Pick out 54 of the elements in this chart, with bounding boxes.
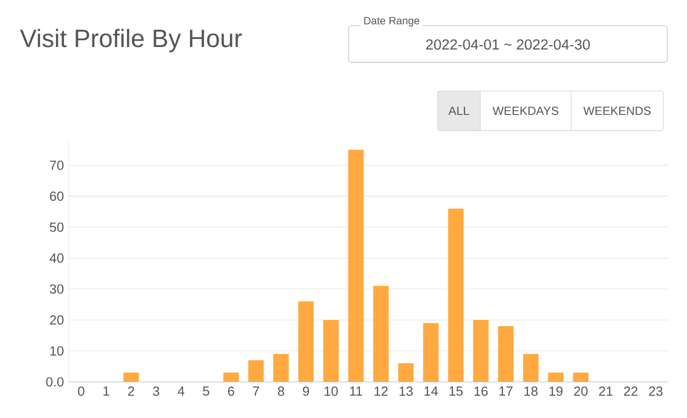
text: ALL [448,106,470,115]
x-tick-label: 2 [128,386,134,396]
x-tick-label: 11 [350,386,362,396]
x-tick-label: 16 [474,386,488,396]
x-tick-label: 17 [500,386,513,396]
y-tick-label: 0.0 [46,376,64,386]
x-tick-label: 10 [324,386,338,396]
bar [373,286,389,382]
text: 2022-04-01 ~ 2022-04-30 [426,39,590,50]
bar [498,326,514,382]
x-tick-label: 9 [302,386,310,396]
y-tick-label: 30 [50,284,64,294]
x-tick-label: 19 [549,386,563,396]
bar [398,363,414,382]
x-tick-label: 18 [524,386,538,396]
bar [473,320,489,382]
x-tick-label: 12 [374,386,388,396]
bar [348,150,364,382]
x-tick-label: 15 [450,386,463,396]
bar [298,301,314,382]
bar [223,372,239,382]
y-tick-label: 70 [50,160,64,170]
bar [573,372,589,382]
x-tick-label: 20 [574,386,588,396]
y-tick-label: 50 [50,222,64,232]
text: WEEKENDS [583,106,651,115]
bar [448,208,464,382]
y-tick-label: 20 [50,315,64,324]
y-tick-label: 40 [50,253,64,263]
x-tick-label: 1 [103,386,110,396]
x-tick-label: 0 [78,386,84,396]
y-tick-label: 60 [50,191,64,201]
x-tick-label: 23 [649,386,662,396]
bar [323,320,339,382]
x-tick-label: 21 [599,386,612,396]
x-tick-label: 8 [278,386,284,396]
bar [423,322,439,382]
x-tick-label: 7 [253,386,260,396]
x-tick-label: 6 [228,386,234,396]
bar [123,372,139,382]
x-tick-label: 14 [424,386,438,396]
bar [548,372,564,382]
text: WEEKDAYS [492,106,558,115]
x-tick-label: 3 [152,386,160,396]
bar [523,354,539,382]
bar [248,360,264,382]
x-tick-label: 4 [178,386,184,396]
x-tick-label: 22 [624,386,638,396]
text: Date Range [364,16,420,26]
y-tick-label: 10 [50,346,64,356]
x-tick-label: 13 [400,386,413,396]
chart-title: Visit Profile By Hour [20,28,242,52]
x-tick-label: 5 [202,386,210,396]
bar [273,354,289,382]
